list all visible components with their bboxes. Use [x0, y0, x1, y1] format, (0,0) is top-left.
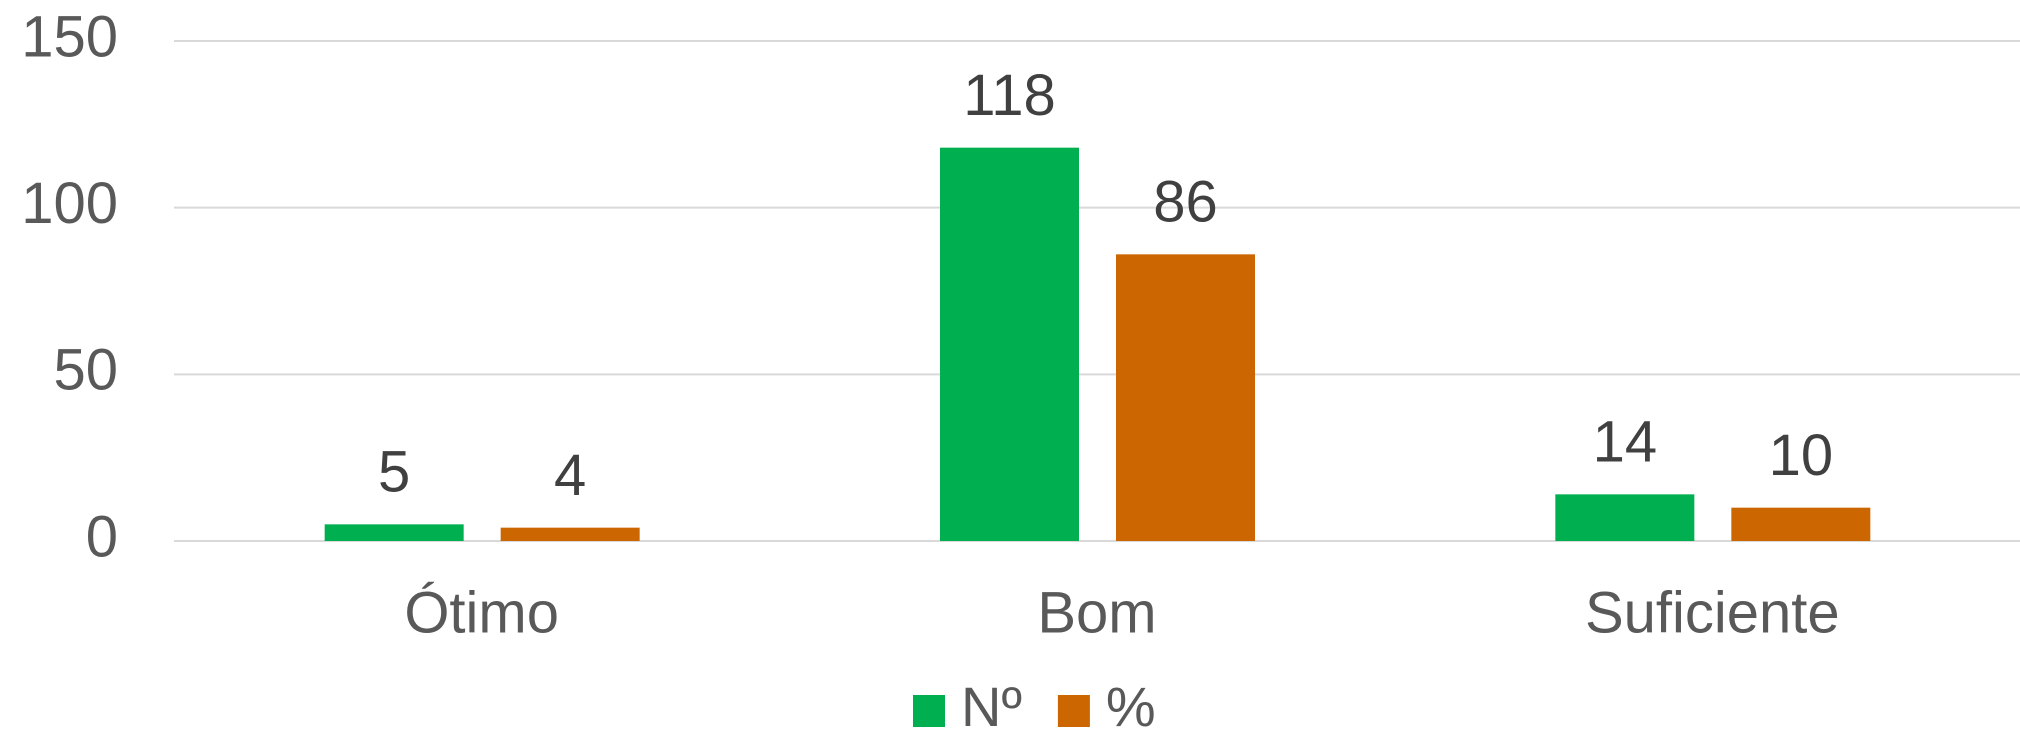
bar: [940, 147, 1079, 541]
bar: [1116, 254, 1255, 542]
data-label: 86: [1153, 170, 1218, 235]
data-label: 5: [378, 440, 410, 505]
x-tick-label: Ótimo: [404, 580, 559, 645]
bar: [500, 527, 640, 541]
bar: [324, 524, 464, 541]
data-label: 118: [963, 63, 1055, 128]
y-tick-label: 50: [53, 338, 118, 403]
y-tick-label: 0: [86, 504, 118, 569]
data-label: 10: [1769, 423, 1834, 488]
bar: [1555, 494, 1695, 541]
legend-label: %: [1106, 675, 1156, 734]
data-label: 4: [554, 443, 586, 508]
y-tick-label: 100: [21, 171, 118, 236]
x-tick-label: Bom: [1037, 580, 1156, 645]
legend-label: Nº: [961, 675, 1022, 734]
bar: [1731, 507, 1871, 541]
y-tick-label: 150: [21, 4, 118, 69]
legend-swatch: [1057, 695, 1090, 727]
legend-swatch: [913, 695, 945, 727]
data-label: 14: [1593, 410, 1658, 475]
x-tick-label: Suficiente: [1585, 580, 1840, 645]
